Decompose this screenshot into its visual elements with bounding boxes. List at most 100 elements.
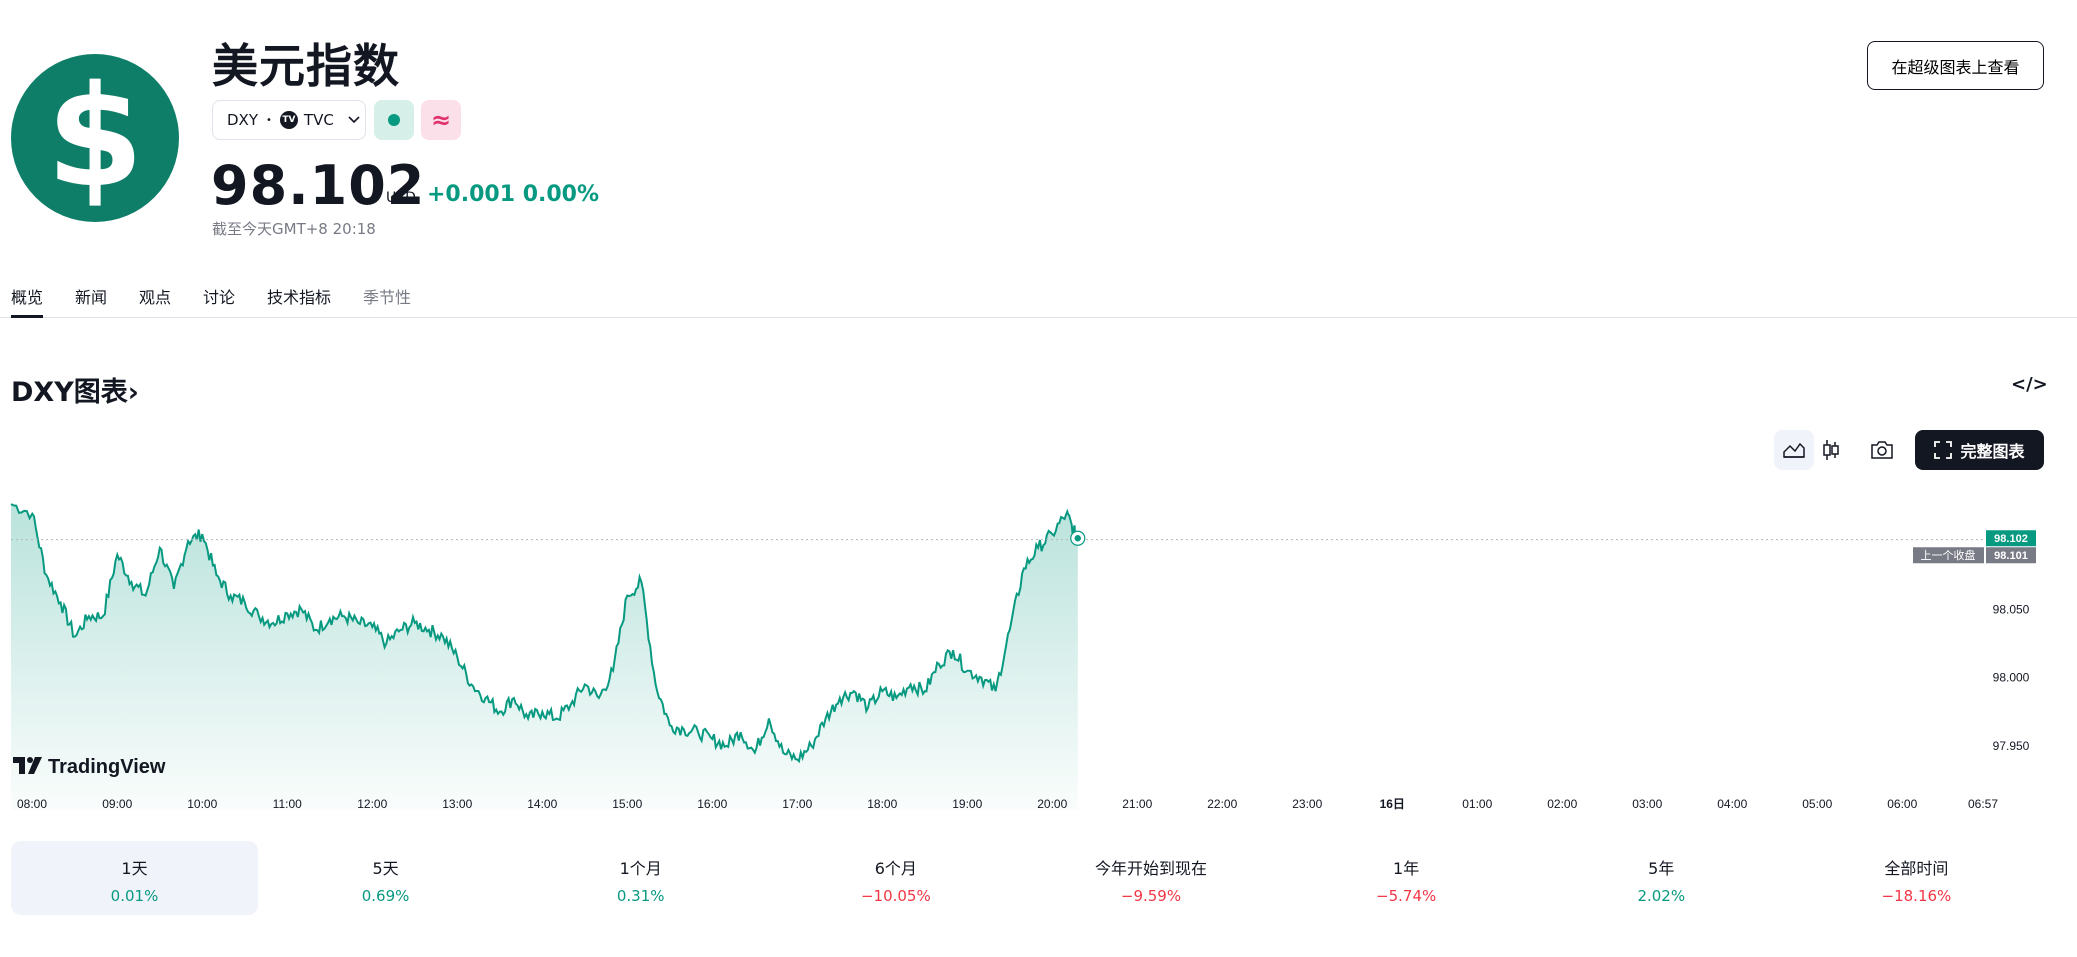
market-open-badge[interactable]: [374, 100, 414, 140]
period-value: 2.02%: [1637, 887, 1686, 905]
x-tick-label: 10:00: [187, 797, 217, 811]
current-price-tag: [1986, 530, 2036, 547]
price-change: +0.001 0.00%: [427, 182, 599, 207]
period-1m[interactable]: 1个月 0.31%: [513, 841, 768, 915]
symbol-selector[interactable]: DXY • TV TVC: [212, 100, 366, 140]
chart-section-title-text: DXY图表: [11, 377, 128, 408]
full-chart-label: 完整图表: [1960, 442, 2025, 461]
y-tick-label: 98.000: [1993, 671, 2030, 685]
previous-close-tag: [1986, 547, 2036, 564]
tab-overview[interactable]: 概览: [11, 284, 44, 318]
x-tick-label: 22:00: [1207, 797, 1237, 811]
y-tick-label: 97.950: [1993, 739, 2030, 753]
x-tick-label: 09:00: [102, 797, 132, 811]
x-tick-label: 13:00: [442, 797, 472, 811]
current-price-tag-text: 98.102: [1994, 533, 2028, 545]
period-1y[interactable]: 1年 −5.74%: [1279, 841, 1534, 915]
x-tick-label: 20:00: [1037, 797, 1067, 811]
tab-technicals[interactable]: 技术指标: [267, 288, 332, 307]
previous-close-caption: 上一个收盘: [1921, 548, 1976, 562]
x-tick-label: 08:00: [17, 797, 47, 811]
x-tick-label: 23:00: [1292, 797, 1322, 811]
page-title: 美元指数: [212, 39, 400, 93]
watermark-text: TradingView: [48, 756, 166, 778]
dollar-logo-icon: $: [11, 54, 179, 222]
period-label: 全部时间: [1884, 859, 1949, 878]
period-value: 0.31%: [616, 887, 665, 905]
period-performance-bar: 1天 0.01% 5天 0.69% 1个月 0.31% 6个月 −10.05% 今年开始…: [11, 841, 2044, 915]
currency-label: USD: [386, 190, 416, 206]
current-price: 98.102: [211, 154, 426, 217]
period-all[interactable]: 全部时间 −18.16%: [1789, 841, 2044, 915]
y-tick-label: 98.050: [1993, 602, 2030, 616]
as-of-time: 截至今天GMT+8 20:18: [212, 220, 376, 238]
symbol-label: DXY: [227, 111, 258, 129]
period-label: 5年: [1648, 859, 1675, 878]
x-tick-label: 12:00: [357, 797, 387, 811]
x-tick-label: 19:00: [952, 797, 982, 811]
chart-section-title[interactable]: DXY图表›: [11, 370, 139, 409]
x-tick-label: 15:00: [612, 797, 642, 811]
period-label: 5天: [372, 859, 399, 878]
area-chart-icon[interactable]: [1774, 430, 1814, 470]
change-percent: 0.00%: [522, 182, 600, 207]
tradingview-watermark: TradingView: [13, 756, 166, 778]
series-line: [10, 503, 1079, 764]
period-value: −9.59%: [1120, 887, 1182, 905]
tradingview-mini-icon: TV: [279, 111, 298, 129]
x-tick-label: 16日: [1380, 797, 1405, 811]
chevron-down-icon: [348, 114, 360, 127]
tab-discussion[interactable]: 讨论: [203, 288, 236, 307]
view-supercharts-button[interactable]: 在超级图表上查看: [1867, 41, 2044, 90]
period-1d[interactable]: 1天 0.01%: [11, 841, 258, 915]
separator: •: [266, 114, 272, 126]
exchange-label: TVC: [303, 111, 334, 129]
status-dot-icon: [388, 114, 400, 126]
x-tick-label: 21:00: [1122, 797, 1152, 811]
period-label: 1个月: [619, 859, 662, 878]
x-tick-label: 17:00: [782, 797, 812, 811]
period-label: 1天: [121, 859, 148, 878]
tab-news[interactable]: 新闻: [75, 288, 108, 307]
full-chart-button[interactable]: 完整图表: [1915, 430, 2044, 470]
x-tick-label: 06:00: [1887, 797, 1917, 811]
x-tick-label: 16:00: [697, 797, 727, 811]
previous-close-tag-text: 98.101: [1994, 550, 2028, 562]
x-tick-label: 14:00: [527, 797, 557, 811]
period-6m[interactable]: 6个月 −10.05%: [768, 841, 1023, 915]
period-label: 今年开始到现在: [1094, 859, 1207, 878]
candlestick-icon[interactable]: [1811, 430, 1851, 470]
x-tick-label: 04:00: [1717, 797, 1747, 811]
tradingview-logo-icon: [13, 757, 42, 774]
embed-code-icon[interactable]: </>: [2011, 374, 2048, 395]
price-chart[interactable]: 98.102 98.101 上一个收盘 08:00 09:00 10:00 11:00 12…: [0, 480, 2077, 820]
camera-icon[interactable]: [1862, 430, 1902, 470]
previous-close-caption-box: [1913, 547, 1984, 564]
chevron-right-icon: ›: [127, 377, 139, 408]
tab-ideas[interactable]: 观点: [139, 288, 172, 307]
approx-badge[interactable]: ≈: [421, 100, 461, 140]
period-label: 6个月: [874, 859, 917, 878]
tab-bar: 概览 新闻 观点 讨论 技术指标 季节性: [0, 280, 2077, 318]
x-tick-label: 03:00: [1632, 797, 1662, 811]
period-5y[interactable]: 5年 2.02%: [1534, 841, 1789, 915]
period-value: 0.01%: [110, 887, 159, 905]
period-5d[interactable]: 5天 0.69%: [258, 841, 513, 915]
period-value: 0.69%: [361, 887, 410, 905]
period-label: 1年: [1393, 859, 1420, 878]
x-tick-label: 18:00: [867, 797, 897, 811]
period-value: −5.74%: [1376, 887, 1437, 905]
period-value: −18.16%: [1881, 887, 1952, 905]
last-point-dot: [1074, 535, 1081, 542]
x-tick-label: 06:57: [1968, 797, 1998, 811]
period-value: −10.05%: [860, 887, 931, 905]
tab-seasonals[interactable]: 季节性: [363, 288, 412, 307]
x-tick-label: 05:00: [1802, 797, 1832, 811]
period-ytd[interactable]: 今年开始到现在 −9.59%: [1023, 841, 1278, 915]
x-tick-label: 02:00: [1547, 797, 1577, 811]
change-value: +0.001: [427, 182, 516, 207]
approx-icon: ≈: [430, 106, 452, 134]
x-tick-label: 01:00: [1462, 797, 1492, 811]
fullscreen-icon: [1934, 441, 1953, 459]
area-fill: [11, 504, 1078, 810]
